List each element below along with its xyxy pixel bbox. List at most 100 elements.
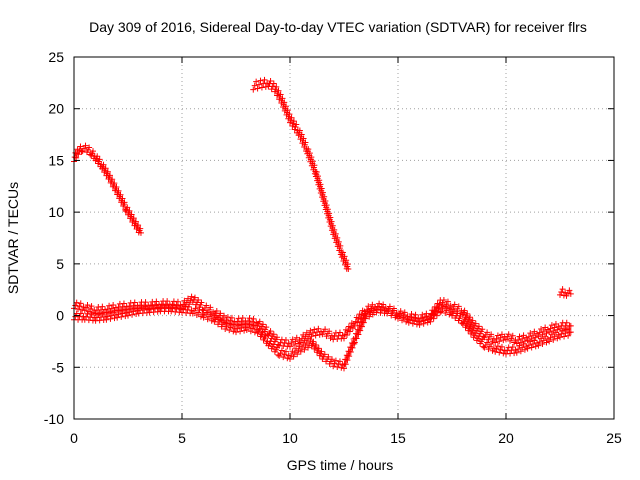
data-point [455,303,462,310]
data-point [284,107,291,114]
data-point [77,300,84,307]
data-point [111,307,118,314]
data-point [79,306,86,313]
data-point [316,331,323,338]
data-point [532,343,539,350]
data-point [390,307,397,314]
data-point [284,355,291,362]
data-point [327,214,334,221]
data-point [123,309,130,316]
data-point [298,131,305,138]
data-point [562,289,569,296]
data-point [492,348,499,355]
data-point [251,82,258,89]
data-point [267,77,274,84]
data-point [267,338,274,345]
data-point [328,218,335,225]
data-point [322,197,329,204]
data-point [76,303,83,310]
data-point [427,318,434,325]
data-point [464,320,471,327]
data-point [233,329,239,336]
data-point [482,342,489,349]
data-point [250,86,257,93]
data-point [193,312,200,319]
data-point [99,310,106,317]
data-point [308,154,315,161]
data-point [287,356,293,363]
y-tick-label: -10 [44,411,64,427]
data-point [260,321,266,328]
data-point [126,207,133,214]
data-point [249,318,256,325]
data-point [306,150,313,157]
data-point [524,345,531,352]
data-point [316,177,323,184]
data-point [563,292,570,299]
data-point [534,330,541,337]
data-point [274,334,281,341]
data-point [279,95,286,102]
data-point [296,127,303,134]
data-point [503,336,509,343]
data-point [256,318,263,325]
data-point [386,305,393,312]
data-point [281,99,288,106]
data-point [274,344,281,351]
data-point [81,145,88,152]
data-point [137,225,144,232]
data-point [330,363,337,370]
data-point [557,334,563,341]
data-point [412,314,419,321]
data-point [315,345,322,352]
data-point [563,326,570,333]
data-point [562,330,569,337]
data-point [135,222,142,229]
data-point [104,313,111,320]
data-point [120,307,127,314]
x-axis-label: GPS time / hours [287,457,394,473]
data-point [328,332,335,339]
data-point [210,315,217,322]
data-point [99,303,106,310]
data-point [110,309,117,316]
data-point [341,335,347,342]
data-point [125,312,131,319]
series-main-band-upper [71,293,574,350]
data-point [300,135,307,142]
data-point [347,348,354,355]
data-point [321,351,328,358]
data-point [329,222,336,229]
data-point [479,326,486,333]
data-point [309,329,316,336]
data-point [567,290,574,297]
data-point [492,339,499,346]
data-point [259,329,266,336]
data-point [524,337,531,344]
data-point [539,341,546,348]
data-point [345,266,352,273]
x-tick-label: 0 [70,430,78,446]
data-point [114,314,121,321]
data-point [332,230,339,237]
data-point [467,314,473,321]
data-point [351,339,358,346]
y-tick-label: -5 [52,359,65,375]
series-sat-track-b [250,76,352,273]
data-point [351,340,358,347]
data-point [142,303,149,310]
data-point [315,325,322,332]
data-point [305,344,311,351]
data-point [481,344,488,351]
data-point [270,331,277,338]
data-point [344,261,351,268]
data-point [335,238,342,245]
data-point [521,346,528,353]
data-point [535,342,542,349]
data-point [331,360,338,367]
data-point [287,343,293,350]
data-point [554,335,561,342]
data-point [122,313,129,320]
data-point [277,91,284,98]
data-point [558,330,565,337]
